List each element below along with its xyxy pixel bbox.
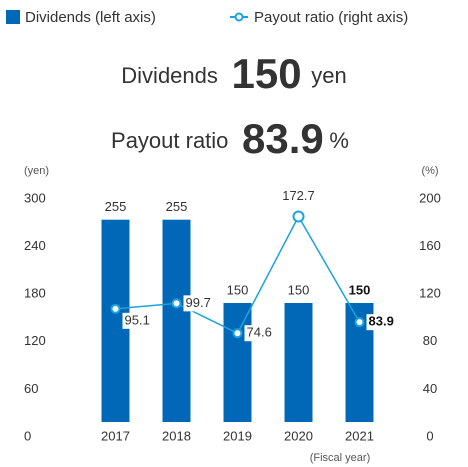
ratio-value-label: 99.7 — [186, 295, 211, 310]
bar-value-label: 150 — [288, 282, 310, 297]
ratio-value-label: 83.9 — [369, 314, 394, 329]
ratio-point — [354, 317, 365, 328]
headline: Payout ratio 83.9 % — [111, 115, 349, 162]
headline: Dividends 150 yen — [121, 50, 346, 97]
headline-label: Payout ratio — [111, 128, 228, 153]
headline-unit: % — [329, 128, 349, 153]
bar — [223, 303, 252, 422]
ratio-label-group: 99.7 — [183, 295, 214, 312]
y2-tick-label: 80 — [423, 333, 437, 348]
y-tick-label: 60 — [24, 381, 38, 396]
legend-marker — [234, 12, 244, 22]
legend-label: Payout ratio (right axis) — [254, 9, 408, 26]
ratio-point — [232, 328, 243, 339]
ratio-point — [292, 210, 305, 223]
y2-axis-label: (%) — [421, 165, 438, 177]
bar-value-label: 150 — [349, 282, 371, 297]
y-tick-label: 240 — [24, 238, 46, 253]
ratio-value-label: 172.7 — [282, 188, 315, 203]
x-tick-label: 2017 — [101, 428, 130, 443]
ratio-label-group: 172.7 — [282, 188, 315, 203]
ratio-point — [171, 298, 182, 309]
y-axis-label: (yen) — [24, 165, 49, 177]
bar-value-label: 150 — [227, 282, 249, 297]
ratio-label-group: 83.9 — [366, 314, 397, 331]
ratio-point — [110, 303, 121, 314]
ratio-label-group: 74.6 — [244, 325, 275, 342]
y-tick-label: 120 — [24, 333, 46, 348]
x-tick-label: 2019 — [223, 428, 252, 443]
label-bg — [122, 312, 153, 329]
headline-label: Dividends — [121, 63, 218, 88]
ratio-value-label: 95.1 — [125, 312, 150, 327]
y-tick-label: 0 — [24, 428, 31, 443]
legend-swatch — [6, 10, 20, 24]
legend-label: Dividends (left axis) — [25, 9, 156, 26]
bar — [284, 303, 313, 422]
x-tick-label: 2020 — [284, 428, 313, 443]
y-tick-label: 180 — [24, 286, 46, 301]
label-bg — [244, 325, 275, 342]
x-axis-label: (Fiscal year) — [310, 452, 371, 464]
label-bg — [183, 295, 214, 312]
y2-tick-label: 200 — [419, 190, 441, 205]
y2-tick-label: 40 — [423, 381, 437, 396]
bar-value-label: 255 — [105, 199, 127, 214]
headline-value: 150 — [232, 50, 302, 97]
ratio-value-label: 74.6 — [247, 325, 272, 340]
x-tick-label: 2018 — [162, 428, 191, 443]
bar-value-label: 255 — [166, 199, 188, 214]
label-bg — [366, 314, 397, 331]
ratio-label-group: 95.1 — [122, 312, 153, 329]
y2-tick-label: 160 — [419, 238, 441, 253]
y2-tick-label: 120 — [419, 286, 441, 301]
legend: Dividends (left axis) Payout ratio (righ… — [6, 9, 408, 26]
headline-value: 83.9 — [242, 115, 324, 162]
bar — [162, 219, 191, 422]
y-tick-label: 300 — [24, 190, 46, 205]
x-tick-label: 2021 — [345, 428, 374, 443]
y2-tick-label: 0 — [426, 428, 433, 443]
headline-unit: yen — [311, 63, 346, 88]
